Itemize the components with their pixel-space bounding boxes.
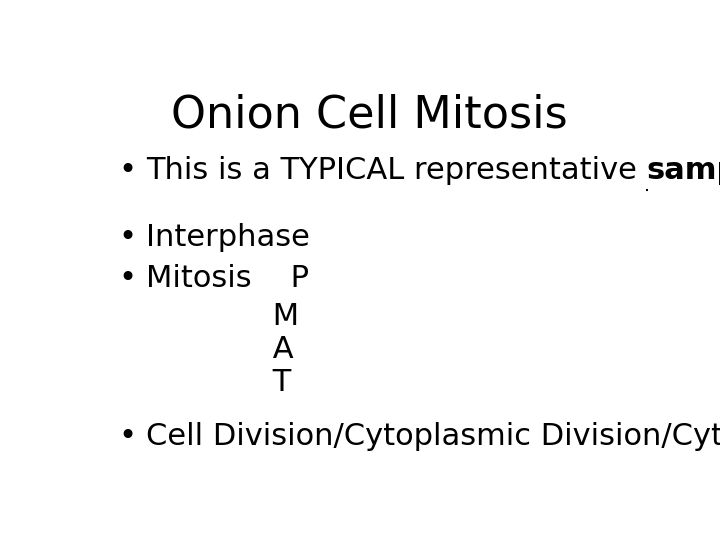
Text: A: A (145, 335, 294, 364)
Text: •: • (118, 223, 136, 252)
Text: Interphase: Interphase (145, 223, 310, 252)
Text: Mitosis    P: Mitosis P (145, 265, 309, 293)
Text: •: • (118, 422, 136, 451)
Text: •: • (118, 156, 136, 185)
Text: T: T (145, 368, 291, 397)
Text: sample: sample (647, 156, 720, 185)
Text: •: • (118, 265, 136, 293)
Text: Onion Cell Mitosis: Onion Cell Mitosis (171, 94, 567, 137)
Text: Cell Division/Cytoplasmic Division/Cytokinesis: Cell Division/Cytoplasmic Division/Cytok… (145, 422, 720, 451)
Text: This is a TYPICAL representative: This is a TYPICAL representative (145, 156, 647, 185)
Text: M: M (145, 302, 299, 331)
